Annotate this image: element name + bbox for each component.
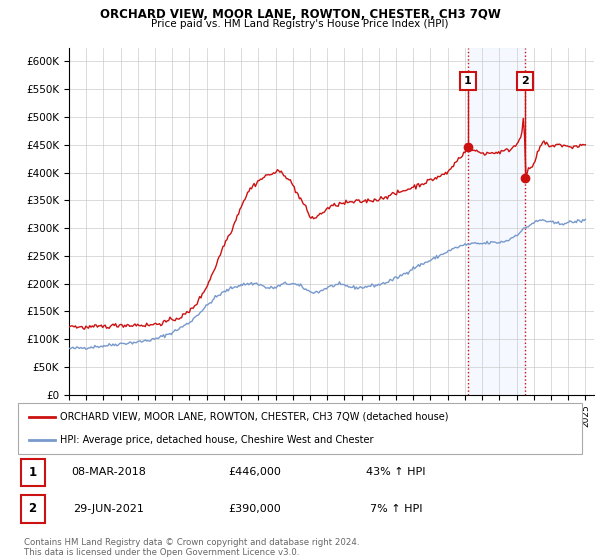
Text: 7% ↑ HPI: 7% ↑ HPI bbox=[370, 504, 422, 514]
Text: 1: 1 bbox=[464, 76, 472, 86]
FancyBboxPatch shape bbox=[21, 459, 44, 486]
Text: ORCHARD VIEW, MOOR LANE, ROWTON, CHESTER, CH3 7QW (detached house): ORCHARD VIEW, MOOR LANE, ROWTON, CHESTER… bbox=[60, 412, 449, 422]
FancyBboxPatch shape bbox=[21, 495, 44, 522]
Bar bbox=[468, 48, 525, 395]
Text: 1: 1 bbox=[29, 466, 37, 479]
Text: ORCHARD VIEW, MOOR LANE, ROWTON, CHESTER, CH3 7QW: ORCHARD VIEW, MOOR LANE, ROWTON, CHESTER… bbox=[100, 8, 500, 21]
Text: 2: 2 bbox=[521, 76, 529, 86]
Text: HPI: Average price, detached house, Cheshire West and Chester: HPI: Average price, detached house, Ches… bbox=[60, 435, 374, 445]
Text: 29-JUN-2021: 29-JUN-2021 bbox=[73, 504, 143, 514]
FancyBboxPatch shape bbox=[18, 403, 582, 454]
Text: 43% ↑ HPI: 43% ↑ HPI bbox=[366, 468, 425, 478]
Text: Price paid vs. HM Land Registry's House Price Index (HPI): Price paid vs. HM Land Registry's House … bbox=[151, 19, 449, 29]
Text: Contains HM Land Registry data © Crown copyright and database right 2024.
This d: Contains HM Land Registry data © Crown c… bbox=[24, 538, 359, 557]
Text: 2: 2 bbox=[29, 502, 37, 515]
Text: £446,000: £446,000 bbox=[229, 468, 281, 478]
Text: 08-MAR-2018: 08-MAR-2018 bbox=[71, 468, 146, 478]
Text: £390,000: £390,000 bbox=[229, 504, 281, 514]
